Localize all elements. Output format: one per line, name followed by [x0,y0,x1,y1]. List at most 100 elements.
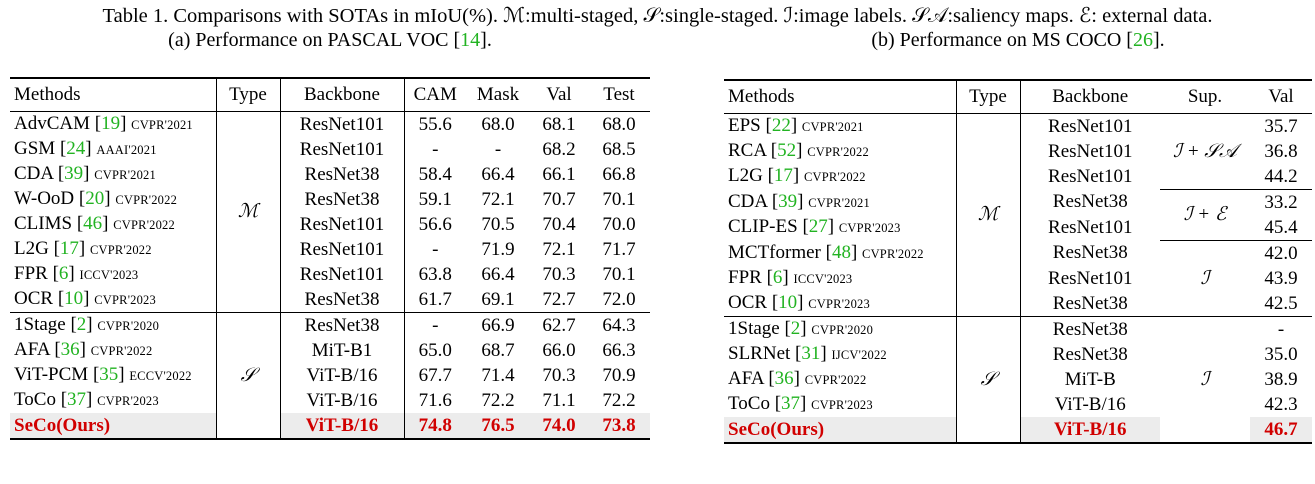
backbone-cell: ResNet101 [1019,139,1160,164]
method-name: 1Stage [728,318,780,339]
cite-link[interactable]: 35 [99,364,119,385]
cite-link[interactable]: 36 [60,339,80,360]
cite-link[interactable]: 2 [790,318,801,339]
cite-link[interactable]: 24 [66,138,86,159]
subtitle-coco-text: (b) Performance on MS COCO [ [871,29,1133,51]
cite-open: [ [761,267,773,288]
venue-label: CVPR'2021 [801,120,864,134]
method-name: SeCo(Ours) [10,413,216,439]
method-name: CDA [728,190,768,212]
cite-link[interactable]: 19 [101,113,121,134]
cite-close: ] [792,165,804,187]
cite-close: ] [118,364,130,385]
venue-label: AAAI'2021 [96,143,157,157]
val-cell: 42.3 [1264,393,1298,415]
test-cell: 72.2 [602,389,636,411]
cite-link[interactable]: 46 [83,213,103,234]
sup-cell: ℐ + 𝒮𝒜 [1173,140,1237,162]
venue-label: CVPR'2022 [90,344,153,358]
venue-label: ECCV'2022 [129,369,192,383]
table-row: FPR [6] ICCV'2023 ResNet101 43.9 [724,266,1312,291]
cam-cell: 61.7 [403,287,466,313]
mask-cell: 66.4 [481,263,515,285]
val-cell: 35.7 [1264,115,1298,137]
cite-close: ] [68,263,80,284]
venue-label: CVPR'2021 [131,118,193,132]
cite-close: ] [86,389,98,410]
venue-label: CVPR'2022 [862,246,924,261]
sup-cell: ℐ + ℰ [1160,189,1250,241]
subtitle-coco-cite[interactable]: 26 [1132,29,1153,51]
cite-link[interactable]: 6 [772,267,783,288]
backbone-cell: ResNet101 [279,237,404,262]
type-cell: ℳ [215,111,280,313]
cite-link[interactable]: 36 [774,368,794,389]
table-row: ToCo [37] CVPR'2023 ViT-B/16 42.3 [724,392,1312,417]
venue-label: IJCV'2022 [831,348,887,362]
method-cell: GSM [24] AAAI'2021 [10,137,216,162]
table-row: AdvCAM [19] CVPR'2021 ℳ ResNet101 55.6 68.0 6… [10,111,650,313]
cite-link[interactable]: 39 [64,163,84,184]
cite-link[interactable]: 2 [76,314,87,335]
method-cell: 1Stage [2] CVPR'2020 [10,312,216,338]
method-name: AFA [14,339,50,360]
val-cell: 68.2 [542,138,576,160]
val-cell: - [1250,316,1312,342]
cite-link[interactable]: 39 [778,190,798,212]
table-row: EPS [22] CVPR'2021 ℳ ResNet101 ℐ + 𝒮𝒜 35.7 [724,113,1312,317]
test-cell: 66.3 [602,339,636,361]
backbone-cell: ResNet101 [1019,164,1160,190]
venue-label: CVPR'2021 [94,168,156,182]
cite-link[interactable]: 31 [801,343,821,364]
method-name: CLIMS [14,213,73,234]
subtitle-coco-end: ]. [1152,29,1165,51]
backbone-cell: ResNet38 [279,187,404,212]
cite-link[interactable]: 17 [59,238,79,259]
method-name: OCR [728,292,768,313]
cite-close: ] [83,288,95,309]
cite-link[interactable]: 37 [67,389,87,410]
cite-close: ] [797,292,809,313]
subtitle-voc-cite[interactable]: 14 [460,29,481,51]
mask-cell: 69.1 [481,288,515,310]
cite-link[interactable]: 6 [58,263,69,284]
type-cell: 𝒮 [955,316,1020,443]
cite-link[interactable]: 10 [778,292,798,313]
cite-link[interactable]: 10 [64,288,84,309]
method-cell: CDA [39] CVPR'2021 [724,190,956,216]
backbone-cell: ViT-B/16 [279,363,404,388]
cite-close: ] [800,393,812,414]
val-cell: 70.7 [542,188,576,210]
cite-link[interactable]: 20 [85,188,105,209]
backbone-cell: ResNet38 [1019,342,1160,367]
cite-open: [ [90,113,102,134]
test-cell: 73.8 [588,413,650,439]
cite-open: [ [766,140,778,161]
table-row: L2G [17] CVPR'2022 ResNet101 44.2 [724,164,1312,190]
method-name: FPR [14,263,48,284]
cite-close: ] [790,115,802,136]
method-name: SeCo(Ours) [724,417,956,443]
backbone-cell: ResNet101 [279,137,404,162]
venue-label: CVPR'2022 [807,145,869,159]
mask-cell: 72.1 [481,188,515,210]
backbone-cell: ResNet38 [279,312,404,338]
cite-link[interactable]: 48 [831,241,851,263]
cite-link[interactable]: 27 [808,216,828,238]
cite-close: ] [120,113,132,134]
cite-open: [ [88,364,100,385]
cite-link[interactable]: 37 [781,393,801,414]
val-cell: 70.3 [542,263,576,285]
method-name: MCTformer [728,241,821,263]
method-name: 1Stage [14,314,66,335]
cite-link[interactable]: 17 [773,165,793,187]
cite-link[interactable]: 22 [771,115,791,136]
cite-link[interactable]: 52 [777,140,797,161]
cite-open: [ [47,263,59,284]
test-cell: 71.7 [602,238,636,260]
cite-close: ] [86,314,98,335]
method-cell: EPS [22] CVPR'2021 [724,114,956,140]
backbone-cell: ViT-B/16 [1019,417,1160,443]
method-name: L2G [728,165,763,187]
test-cell: 70.1 [602,263,636,285]
